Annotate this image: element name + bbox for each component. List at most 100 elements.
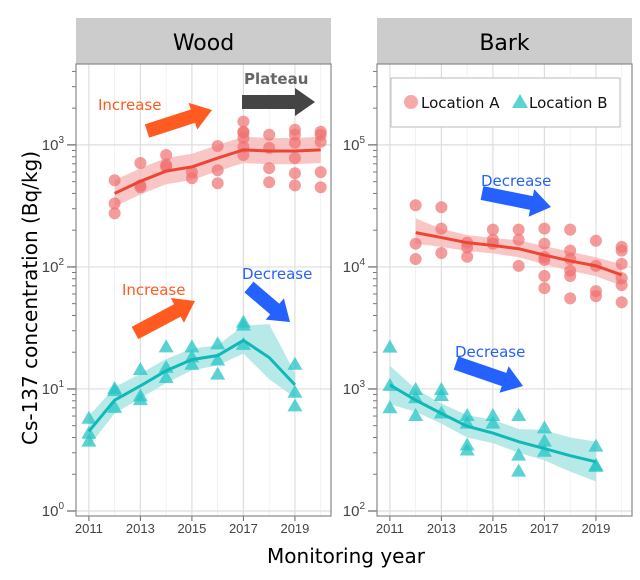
data-point-location-a: [409, 199, 422, 212]
data-point-location-b: [184, 356, 200, 370]
data-point-location-a: [538, 237, 551, 250]
confidence-band-a: [114, 136, 321, 207]
data-point-location-b: [459, 442, 475, 456]
y-tick-label: 104: [343, 257, 366, 276]
x-tick-label: 2019: [581, 521, 610, 536]
data-point-location-a: [461, 250, 474, 263]
data-point-location-a: [314, 135, 327, 148]
legend-marker-location-b: [512, 94, 528, 108]
x-tick-label: 2017: [229, 521, 258, 536]
data-point-location-b: [536, 433, 552, 447]
arrow-decrease-icon: [480, 186, 551, 217]
legend-label-location-b: Location B: [529, 94, 608, 112]
data-point-location-a: [435, 201, 448, 214]
x-tick-label: 2019: [280, 521, 309, 536]
data-point-location-a: [263, 176, 276, 189]
x-tick-label: 2013: [126, 521, 155, 536]
data-point-location-a: [512, 233, 525, 246]
data-point-location-a: [211, 139, 224, 152]
arrow-plateau-icon: [242, 88, 315, 116]
data-point-location-a: [435, 247, 448, 260]
data-point-location-a: [615, 257, 628, 270]
data-point-location-b: [158, 339, 174, 353]
data-point-location-b: [408, 390, 424, 404]
data-point-location-b: [287, 398, 303, 412]
data-point-location-b: [588, 458, 604, 472]
data-point-location-b: [382, 339, 398, 353]
data-point-location-b: [107, 399, 123, 413]
y-tick-label: 103: [42, 135, 65, 154]
data-point-location-b: [588, 438, 604, 452]
legend-box: [390, 77, 621, 128]
x-tick-label: 2015: [177, 521, 206, 536]
data-point-location-a: [564, 270, 577, 283]
data-point-location-b: [287, 356, 303, 370]
data-point-location-b: [235, 317, 251, 331]
annotation-decrease: Decrease: [481, 172, 551, 190]
data-point-location-a: [288, 179, 301, 192]
data-point-location-b: [210, 366, 226, 380]
panel-title: Bark: [479, 31, 530, 56]
data-point-location-a: [237, 115, 250, 128]
y-tick-label: 100: [42, 501, 65, 520]
data-point-location-b: [132, 362, 148, 376]
trend-line-b: [87, 338, 297, 433]
data-point-location-a: [108, 207, 121, 220]
data-point-location-a: [288, 167, 301, 180]
trend-line-a: [113, 148, 321, 195]
arrow-decrease-icon: [453, 356, 523, 393]
panel-strip: [377, 18, 632, 64]
data-point-location-a: [564, 223, 577, 236]
x-tick-label: 2015: [478, 521, 507, 536]
data-point-location-a: [409, 253, 422, 266]
data-point-location-a: [314, 181, 327, 194]
data-point-location-b: [485, 415, 501, 429]
y-tick-label: 103: [343, 379, 366, 398]
annotation-plateau: Plateau: [244, 70, 308, 88]
data-point-location-b: [107, 383, 123, 397]
data-point-location-a: [160, 149, 173, 162]
data-point-location-a: [211, 164, 224, 177]
arrow-decrease-icon: [244, 281, 290, 322]
arrow-increase-icon: [144, 102, 212, 138]
x-tick-label: 2011: [376, 521, 404, 536]
data-point-location-b: [81, 433, 97, 447]
data-point-location-b: [536, 443, 552, 457]
x-tick-label: 2013: [427, 521, 456, 536]
data-point-location-a: [486, 223, 499, 236]
data-point-location-a: [263, 128, 276, 141]
data-point-location-b: [408, 382, 424, 396]
data-point-location-a: [288, 152, 301, 165]
data-point-location-b: [459, 408, 475, 422]
data-point-location-a: [461, 241, 474, 254]
data-point-location-b: [485, 408, 501, 422]
x-tick-label: 2017: [530, 521, 559, 536]
data-point-location-b: [158, 369, 174, 383]
y-tick-label: 102: [343, 501, 366, 520]
data-point-location-a: [615, 244, 628, 257]
data-point-location-b: [408, 408, 424, 422]
annotation-increase: Increase: [98, 96, 161, 114]
data-point-location-a: [314, 166, 327, 179]
data-point-location-a: [589, 234, 602, 247]
y-axis-label: Cs-137 concentration (Bq/kg): [18, 151, 42, 445]
data-point-location-a: [108, 197, 121, 210]
data-point-location-a: [512, 223, 525, 236]
trend-line-a: [415, 231, 623, 277]
legend-marker-location-a: [404, 95, 418, 109]
legend-label-location-a: Location A: [421, 94, 500, 112]
data-point-location-b: [536, 420, 552, 434]
panel-bark: Bark 102 103 104 105 2011 2013 2015 2017 2019 Decr…: [343, 18, 633, 536]
data-point-location-a: [538, 222, 551, 235]
trend-line-b: [389, 383, 597, 464]
data-point-location-b: [81, 425, 97, 439]
data-point-location-a: [134, 157, 147, 170]
plot-border: [75, 63, 332, 517]
legend: Location A Location B: [390, 77, 621, 128]
data-point-location-a: [263, 162, 276, 175]
confidence-band-b: [88, 324, 295, 447]
data-point-location-b: [511, 408, 527, 422]
data-point-location-a: [211, 177, 224, 190]
data-point-location-a: [512, 259, 525, 272]
